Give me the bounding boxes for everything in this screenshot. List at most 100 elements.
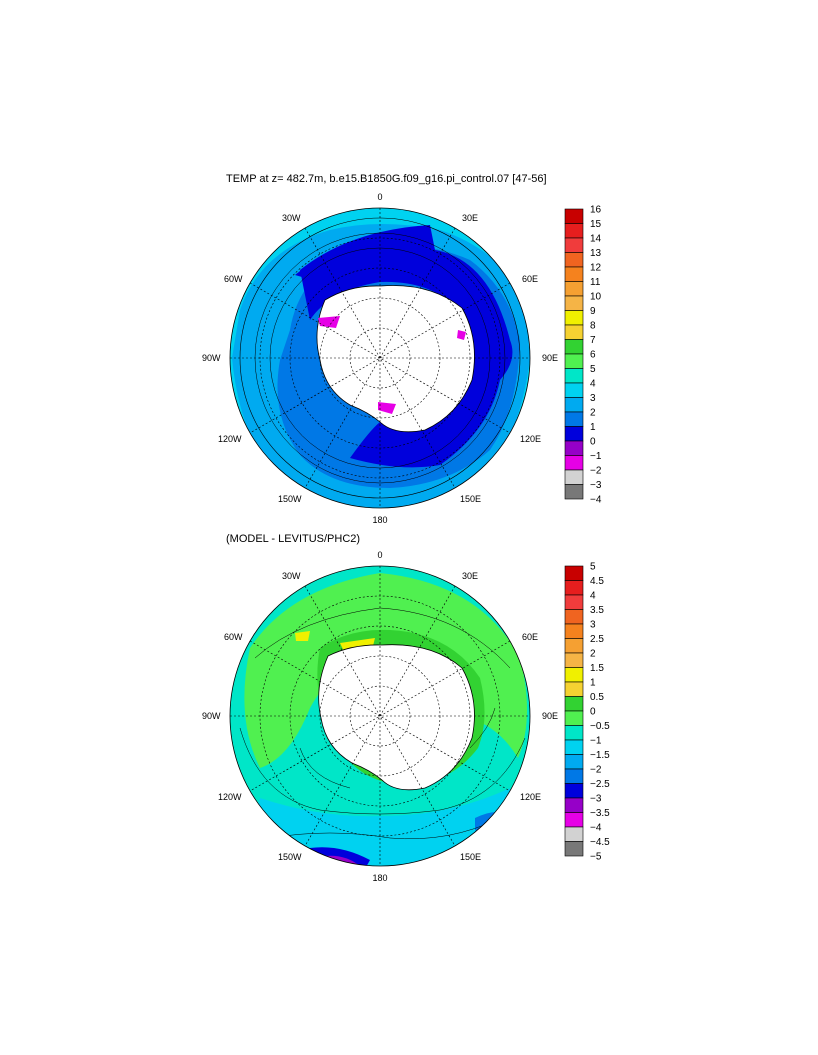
lon-label-60w: 60W xyxy=(224,632,243,642)
colorbar-swatch xyxy=(564,594,584,610)
colorbar-swatch xyxy=(564,469,584,485)
lon-label-30w: 30W xyxy=(282,213,301,223)
lon-label-30w: 30W xyxy=(282,571,301,581)
colorbar-label: −0.5 xyxy=(590,721,610,732)
colorbar-label: 0 xyxy=(590,707,596,718)
colorbar-swatch xyxy=(564,295,584,311)
colorbar-label: 2.5 xyxy=(590,634,604,645)
colorbar-swatch xyxy=(564,696,584,712)
colorbar-label: 8 xyxy=(590,321,596,332)
lon-label-30e: 30E xyxy=(462,213,478,223)
colorbar-label: 9 xyxy=(590,306,596,317)
colorbar-swatch xyxy=(564,565,584,581)
colorbar-label: 2 xyxy=(590,649,596,660)
colorbar-swatch xyxy=(564,440,584,456)
colorbar-label: 5 xyxy=(590,364,596,375)
colorbar-swatch xyxy=(564,812,584,828)
colorbar-label: 6 xyxy=(590,350,596,361)
colorbar-swatch xyxy=(564,208,584,224)
colorbar-swatch xyxy=(564,652,584,668)
colorbar-swatch xyxy=(564,739,584,755)
colorbar-swatch xyxy=(564,324,584,340)
colorbar-swatch xyxy=(564,455,584,471)
colorbar-label: 5 xyxy=(590,562,596,573)
colorbar-label: 7 xyxy=(590,335,596,346)
lon-label-90e: 90E xyxy=(542,711,558,721)
colorbar-label: −3 xyxy=(590,794,602,805)
colorbar-label: 1 xyxy=(590,422,596,433)
lon-label-60e: 60E xyxy=(522,274,538,284)
colorbar-label: 3 xyxy=(590,393,596,404)
colorbar-label: 0 xyxy=(590,437,596,448)
lon-label-120w: 120W xyxy=(218,792,242,802)
lon-label-150w: 150W xyxy=(278,494,302,504)
lon-label-60e: 60E xyxy=(522,632,538,642)
lon-label-150e: 150E xyxy=(460,852,481,862)
colorbar-swatch xyxy=(564,783,584,799)
colorbar-label: −5 xyxy=(590,852,602,863)
colorbar-swatch xyxy=(564,841,584,857)
lon-label-90w: 90W xyxy=(202,353,221,363)
colorbar-label: 11 xyxy=(590,277,601,288)
colorbar-swatch xyxy=(564,339,584,355)
panel-2-title: (MODEL - LEVITUS/PHC2) xyxy=(226,533,361,545)
colorbar-label: 1 xyxy=(590,678,596,689)
colorbar-label: 4.5 xyxy=(590,576,604,587)
lon-label-180: 180 xyxy=(372,873,387,883)
lon-label-30e: 30E xyxy=(462,571,478,581)
colorbar-swatch xyxy=(564,623,584,639)
difference-colorbar: 5 4.5 4 3.5 3 2.5 2 1.5 1 0.5 0 −0.5 −1 −1.5 −2 −2.5 −3 −… xyxy=(564,562,610,863)
colorbar-swatch xyxy=(564,725,584,741)
colorbar-swatch xyxy=(564,667,584,683)
colorbar-label: 10 xyxy=(590,292,602,303)
lon-label-120w: 120W xyxy=(218,434,242,444)
colorbar-swatch xyxy=(564,281,584,297)
lon-label-150e: 150E xyxy=(460,494,481,504)
colorbar-label: 3.5 xyxy=(590,605,604,616)
lon-label-90e: 90E xyxy=(542,353,558,363)
lon-label-0: 0 xyxy=(377,192,382,202)
colorbar-label: −4 xyxy=(590,495,602,506)
lon-label-120e: 120E xyxy=(520,434,541,444)
colorbar-label: 1.5 xyxy=(590,663,604,674)
colorbar-label: 13 xyxy=(590,248,602,259)
colorbar-label: 2 xyxy=(590,408,596,419)
temperature-polar-map: 0 30E 60E 90E 120E 150E 180 150W 120W 90… xyxy=(202,192,558,525)
colorbar-label: −1 xyxy=(590,736,602,747)
lon-label-180: 180 xyxy=(372,515,387,525)
colorbar-swatch xyxy=(564,266,584,282)
colorbar-label: −2 xyxy=(590,466,602,477)
lon-label-150w: 150W xyxy=(278,852,302,862)
colorbar-label: −1 xyxy=(590,451,602,462)
colorbar-swatch xyxy=(564,638,584,654)
colorbar-swatch xyxy=(564,397,584,413)
colorbar-swatch xyxy=(564,826,584,842)
panel-1-title: TEMP at z= 482.7m, b.e15.B1850G.f09_g16.… xyxy=(226,173,547,185)
lon-label-90w: 90W xyxy=(202,711,221,721)
colorbar-swatch xyxy=(564,223,584,239)
colorbar-swatch xyxy=(564,310,584,326)
colorbar-swatch xyxy=(564,368,584,384)
colorbar-label: 15 xyxy=(590,219,602,230)
colorbar-swatch xyxy=(564,252,584,268)
colorbar-swatch xyxy=(564,580,584,596)
colorbar-swatch xyxy=(564,353,584,369)
colorbar-label: −4 xyxy=(590,823,602,834)
colorbar-label: 14 xyxy=(590,234,602,245)
colorbar-swatch xyxy=(564,426,584,442)
colorbar-label: 4 xyxy=(590,591,596,602)
colorbar-label: −4.5 xyxy=(590,837,610,848)
lon-label-0: 0 xyxy=(377,550,382,560)
colorbar-swatch xyxy=(564,237,584,253)
colorbar-label: 3 xyxy=(590,620,596,631)
lon-label-120e: 120E xyxy=(520,792,541,802)
colorbar-swatch xyxy=(564,382,584,398)
colorbar-swatch xyxy=(564,681,584,697)
colorbar-label: 4 xyxy=(590,379,596,390)
colorbar-label: 16 xyxy=(590,205,602,216)
colorbar-swatch xyxy=(564,411,584,427)
colorbar-swatch xyxy=(564,768,584,784)
colorbar-label: −3 xyxy=(590,480,602,491)
colorbar-swatch xyxy=(564,797,584,813)
